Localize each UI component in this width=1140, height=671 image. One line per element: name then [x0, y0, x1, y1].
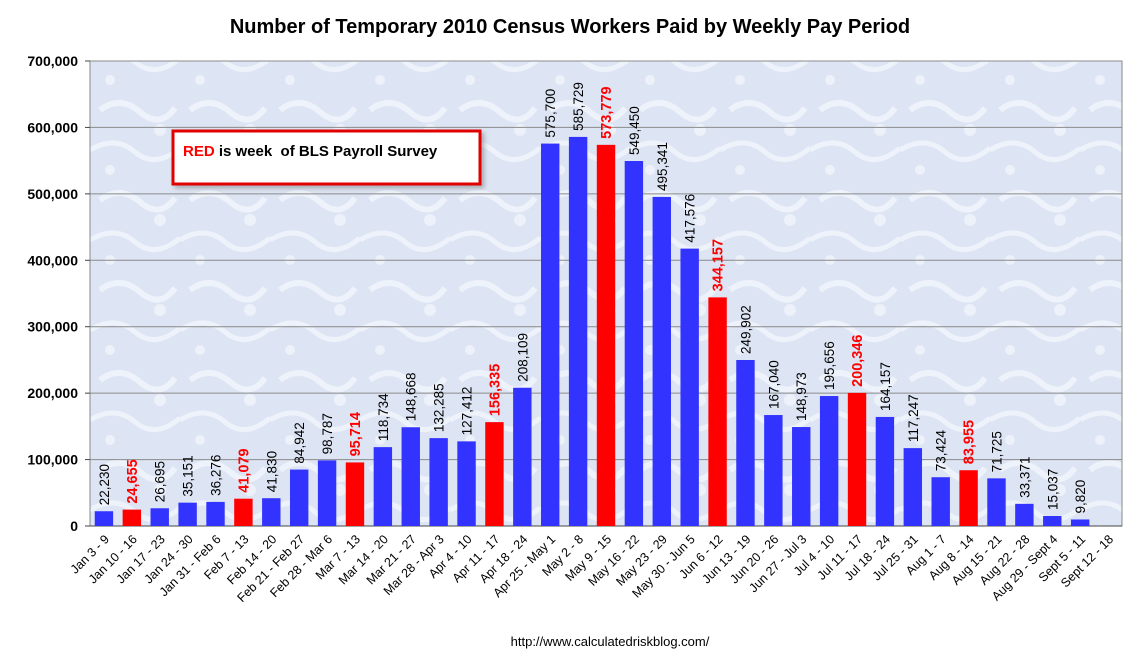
y-tick-label: 700,000	[27, 53, 78, 69]
bar-value-label: 164,157	[878, 362, 893, 411]
bar-value-label: 22,230	[97, 464, 112, 505]
y-tick-label: 200,000	[27, 385, 78, 401]
bar-value-label: 15,037	[1045, 469, 1060, 510]
bar	[1070, 519, 1090, 526]
bar	[513, 387, 532, 526]
bar	[764, 415, 783, 526]
bar	[457, 441, 476, 526]
bar-value-label: 41,079	[236, 448, 252, 492]
bar-value-label: 84,942	[292, 422, 307, 463]
bar	[931, 477, 950, 526]
legend-box: RED is week of BLS Payroll Survey	[171, 129, 482, 186]
bar-value-label: 575,700	[543, 89, 558, 138]
bar-value-label: 195,656	[822, 341, 837, 390]
bar-value-label: 9,820	[1073, 480, 1088, 514]
bar	[262, 498, 281, 526]
bar-value-label: 167,040	[766, 360, 781, 409]
bar	[819, 396, 839, 526]
bar	[94, 511, 114, 526]
bar-value-label: 156,335	[487, 364, 503, 416]
bar-value-label: 585,729	[571, 82, 586, 131]
bar	[1043, 516, 1062, 526]
legend-red-word: RED	[183, 143, 215, 160]
bar-value-label: 495,341	[655, 142, 670, 191]
bar-value-label: 33,371	[1017, 457, 1032, 498]
bar-value-label: 132,285	[432, 383, 447, 432]
bar-value-label: 118,734	[376, 393, 391, 441]
bar	[680, 248, 699, 526]
bar-value-labels: 22,230 24,655 26,695 35,151 36,276 41,079 41,8…	[97, 82, 1088, 513]
bar-value-label: 573,779	[599, 86, 615, 138]
bar	[401, 427, 420, 526]
bar	[596, 144, 616, 526]
bar-value-label: 36,276	[209, 455, 224, 496]
bar	[234, 498, 253, 526]
bar	[122, 509, 142, 526]
bar	[289, 469, 309, 526]
bar-value-label: 71,725	[989, 431, 1004, 472]
bar-value-label: 200,346	[850, 334, 866, 386]
bar	[178, 502, 197, 526]
source-url: http://www.calculatedriskblog.com/	[511, 634, 710, 649]
bar	[708, 297, 727, 526]
bar-value-label: 26,695	[153, 461, 168, 502]
bar	[652, 196, 671, 526]
bar	[317, 460, 337, 526]
bar	[624, 161, 644, 526]
bar-value-label: 148,668	[404, 372, 419, 421]
bar	[541, 143, 560, 526]
chart-title: Number of Temporary 2010 Census Workers …	[230, 16, 910, 38]
bar-value-label: 83,955	[962, 420, 978, 464]
bar-value-label: 73,424	[934, 429, 949, 471]
bar-value-label: 208,109	[515, 333, 530, 382]
bar	[373, 447, 393, 526]
bar-value-label: 117,247	[906, 394, 921, 442]
bar	[959, 470, 978, 526]
bar	[150, 508, 169, 526]
bar	[736, 359, 755, 526]
legend-description: is week of BLS Payroll Survey	[215, 143, 438, 160]
bar	[568, 136, 588, 526]
bar-value-label: 35,151	[181, 455, 196, 496]
bar-value-label: 41,830	[264, 451, 279, 492]
bar-value-label: 98,787	[320, 413, 335, 454]
bar-value-label: 148,973	[794, 372, 809, 421]
bar-value-label: 127,412	[460, 387, 475, 436]
legend-border	[171, 129, 482, 186]
bar	[429, 438, 448, 526]
bar	[1015, 503, 1034, 526]
bar	[875, 416, 895, 526]
bar	[792, 427, 811, 526]
bar	[485, 422, 504, 526]
bars	[94, 136, 1090, 526]
y-tick-label: 400,000	[27, 252, 78, 268]
bar-value-label: 249,902	[738, 305, 753, 354]
bar	[987, 478, 1006, 526]
y-tick-label: 100,000	[27, 452, 78, 468]
bar-value-label: 549,450	[627, 106, 642, 155]
y-tick-label: 300,000	[27, 319, 78, 335]
bar-value-label: 95,714	[348, 412, 364, 456]
y-tick-label: 600,000	[27, 119, 78, 135]
y-tick-label: 0	[70, 518, 78, 534]
bar-value-label: 24,655	[125, 459, 141, 503]
legend-text: RED is week of BLS Payroll Survey	[183, 143, 438, 160]
bar	[847, 392, 867, 526]
y-axis-tick-labels: 0 100,000 200,000 300,000 400,000 500,000 600,…	[27, 53, 78, 534]
y-tick-label: 500,000	[27, 186, 78, 202]
bar-value-label: 417,576	[683, 194, 698, 243]
bar	[345, 462, 365, 526]
bar	[206, 501, 225, 526]
bar	[903, 448, 923, 526]
bar-value-label: 344,157	[711, 239, 727, 291]
